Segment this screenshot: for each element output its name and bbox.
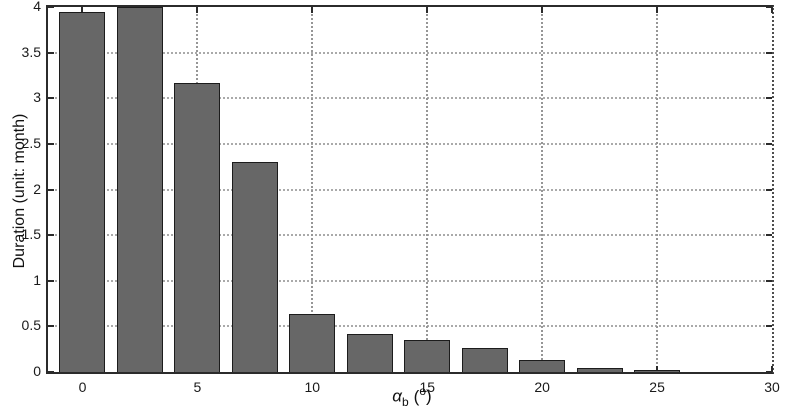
- x-tick-label: 15: [419, 379, 436, 395]
- x-gridline: [656, 7, 659, 372]
- bar: [174, 82, 221, 372]
- y-tick-mark: [48, 234, 54, 237]
- bar: [59, 11, 106, 372]
- y-tick-mark-right: [766, 279, 772, 282]
- x-tick-mark-top: [541, 7, 544, 13]
- x-tick-mark-top: [426, 7, 429, 13]
- bar: [634, 370, 681, 372]
- y-tick-mark-right: [766, 234, 772, 237]
- y-tick-mark: [48, 6, 54, 8]
- bar: [346, 333, 393, 372]
- x-axis-label: αb (o): [312, 384, 512, 409]
- y-axis-label: Duration (unit: month): [11, 72, 33, 310]
- x-tick-label: 10: [304, 379, 321, 395]
- x-axis-label-alpha-symbol: α: [392, 386, 402, 406]
- y-tick-mark-right: [766, 188, 772, 191]
- x-tick-label: 5: [193, 379, 202, 395]
- bar: [289, 313, 336, 372]
- x-tick-mark: [771, 366, 773, 372]
- y-gridline: [48, 234, 772, 237]
- y-tick-mark: [48, 51, 54, 54]
- y-tick-label: 3: [33, 89, 41, 106]
- y-gridline: [48, 142, 772, 145]
- y-tick-label: 2: [33, 180, 41, 197]
- x-tick-label: 0: [78, 379, 87, 395]
- degree-symbol: o: [419, 384, 427, 398]
- y-tick-mark: [48, 279, 54, 282]
- x-tick-mark-top: [771, 7, 773, 13]
- y-tick-mark: [48, 371, 54, 373]
- bar: [116, 7, 163, 372]
- y-tick-label: 1: [33, 271, 41, 288]
- bar: [231, 162, 278, 372]
- x-tick-mark-top: [311, 7, 314, 13]
- x-tick-mark-top: [656, 7, 659, 13]
- y-tick-label: 1.5: [21, 226, 41, 243]
- x-tick-mark: [656, 366, 659, 372]
- y-gridline: [48, 279, 772, 282]
- x-gridline: [311, 7, 314, 372]
- x-gridline: [541, 7, 544, 372]
- bar: [404, 340, 451, 372]
- y-tick-mark-right: [766, 51, 772, 54]
- x-gridline: [426, 7, 429, 372]
- x-tick-mark-top: [196, 7, 199, 13]
- y-tick-mark-right: [766, 142, 772, 145]
- y-tick-label: 0.5: [21, 317, 41, 334]
- y-tick-label: 2.5: [21, 134, 41, 151]
- y-gridline: [48, 188, 772, 191]
- x-tick-label: 20: [534, 379, 550, 395]
- y-tick-label: 3.5: [21, 43, 41, 60]
- plot-area: 0 5 10 15 20 25 30 0 0.5 1 1.5 2 2.5 3 3.5 4: [22, 0, 780, 395]
- bar: [519, 360, 566, 372]
- bar: [576, 368, 623, 372]
- y-tick-mark: [48, 188, 54, 191]
- x-tick-label: 30: [764, 379, 780, 395]
- bar: [461, 348, 508, 372]
- y-tick-mark: [48, 97, 54, 100]
- y-tick-mark-right: [766, 97, 772, 100]
- x-axis-label-paren-open: (: [413, 386, 420, 406]
- x-tick-label: 25: [649, 379, 665, 395]
- y-gridline: [48, 51, 772, 54]
- x-tick-mark-top: [81, 7, 84, 13]
- y-tick-mark: [48, 142, 54, 145]
- y-tick-label: 4: [33, 0, 41, 14]
- y-tick-mark: [48, 325, 54, 328]
- x-axis-label-subscript: b: [401, 395, 409, 410]
- y-tick-label: 0: [33, 363, 41, 379]
- y-gridline: [48, 97, 772, 100]
- y-tick-mark-right: [766, 325, 772, 328]
- x-axis-label-paren-close: ): [426, 386, 432, 406]
- y-tick-mark-right: [766, 371, 772, 373]
- y-axis-label-text: Duration (unit: month): [11, 113, 28, 269]
- y-tick-mark-right: [766, 6, 772, 8]
- y-gridline: [48, 325, 772, 328]
